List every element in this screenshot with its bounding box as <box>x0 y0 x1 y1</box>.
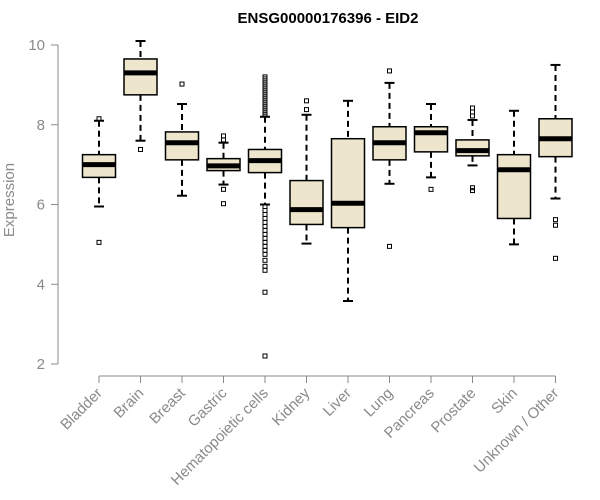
outlier-point <box>304 98 309 104</box>
chart-title: ENSG00000176396 - EID2 <box>238 10 419 27</box>
boxes-group <box>81 40 573 359</box>
outlier-point <box>262 289 268 295</box>
box-lung <box>372 68 407 249</box>
iqr-box <box>330 137 366 229</box>
outlier-point <box>428 186 434 192</box>
outlier-point <box>262 251 268 257</box>
outlier-point <box>470 188 475 194</box>
outlier-point <box>262 207 268 213</box>
outlier-point <box>262 219 268 225</box>
outlier-point <box>262 227 268 233</box>
outlier-point <box>262 215 268 221</box>
x-tick-label: Breast <box>146 384 189 427</box>
x-tick-label: Kidney <box>269 384 314 429</box>
iqr-box <box>496 153 532 220</box>
outlier-point <box>387 68 392 74</box>
iqr-box <box>455 139 490 157</box>
x-tick-label: Liver <box>320 385 355 420</box>
y-axis: 2 4 6 8 10 <box>28 37 59 373</box>
box-prostate <box>455 105 490 194</box>
box-unknown-other <box>538 63 573 261</box>
outlier-point <box>221 201 226 207</box>
box-pancreas <box>413 103 449 192</box>
box-hematopoietic-cells <box>247 74 283 359</box>
x-tick-label: Brain <box>111 385 148 422</box>
outlier-point <box>221 186 226 192</box>
outlier-point <box>262 239 268 245</box>
box-kidney <box>289 98 324 245</box>
outlier-point <box>138 146 143 152</box>
outlier-point <box>96 116 102 122</box>
outlier-point <box>96 239 102 245</box>
outlier-point <box>262 353 268 359</box>
outlier-point <box>262 257 268 263</box>
box-brain <box>123 40 158 152</box>
x-tick-label: Skin <box>488 385 521 418</box>
y-tick-label: 2 <box>37 356 45 373</box>
outlier-point <box>262 211 268 217</box>
outlier-point <box>470 113 475 119</box>
box-breast <box>164 81 200 197</box>
x-tick-label: Bladder <box>57 385 106 434</box>
box-skin <box>496 109 532 246</box>
outlier-point <box>553 222 558 228</box>
outlier-point <box>553 217 558 223</box>
outlier-point <box>553 255 558 261</box>
box-bladder <box>81 116 117 245</box>
outlier-point <box>304 107 309 113</box>
y-tick-label: 6 <box>37 197 45 214</box>
y-tick-label: 10 <box>28 37 45 54</box>
box-gastric <box>206 133 241 207</box>
y-tick-label: 8 <box>37 117 45 134</box>
y-axis-label: Expression <box>1 163 18 237</box>
outlier-point <box>262 263 268 269</box>
iqr-box <box>164 131 200 161</box>
iqr-box <box>123 58 158 96</box>
box-liver <box>330 99 366 302</box>
outlier-point <box>262 247 268 253</box>
iqr-box <box>289 179 324 226</box>
outlier-point <box>262 243 268 249</box>
outlier-point <box>387 243 392 249</box>
outlier-point <box>262 223 268 229</box>
outlier-point <box>470 109 475 115</box>
x-tick-label: Lung <box>361 385 397 421</box>
x-tick-label: Prostate <box>428 385 480 437</box>
y-tick-label: 4 <box>37 276 45 293</box>
outlier-point <box>470 185 475 191</box>
outlier-point <box>262 231 268 237</box>
outlier-point <box>262 112 268 118</box>
outlier-point <box>262 235 268 241</box>
outlier-point <box>179 81 185 87</box>
outlier-point <box>221 137 226 143</box>
outlier-point <box>221 133 226 139</box>
outlier-point <box>262 267 268 273</box>
outlier-point <box>470 105 475 111</box>
